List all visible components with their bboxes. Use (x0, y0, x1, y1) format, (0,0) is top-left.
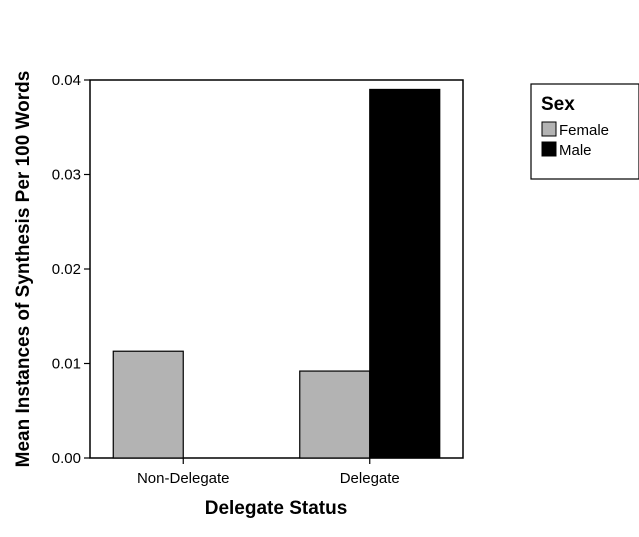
y-axis: 0.00 0.01 0.02 0.03 0.04 (52, 72, 90, 467)
bar-female-non-delegate (112, 350, 184, 459)
legend-label-male: Male (559, 142, 592, 159)
y-tick-label: 0.02 (52, 261, 81, 278)
bars (112, 88, 441, 459)
y-tick-label: 0.03 (52, 167, 81, 184)
x-axis: Non-Delegate Delegate (137, 458, 400, 487)
x-axis-title: Delegate Status (205, 498, 348, 519)
legend-label-female: Female (559, 122, 609, 139)
x-tick-label: Delegate (340, 470, 400, 487)
y-tick-label: 0.04 (52, 72, 81, 89)
y-axis-title: Mean Instances of Synthesis Per 100 Word… (13, 71, 34, 468)
y-tick-label: 0.01 (52, 356, 81, 373)
bar-male-delegate (369, 88, 441, 459)
legend: Sex Female Male (530, 83, 639, 180)
y-tick-label: 0.00 (52, 450, 81, 467)
x-tick-label: Non-Delegate (137, 470, 230, 487)
legend-swatch-male (541, 141, 557, 157)
legend-title: Sex (541, 94, 575, 115)
legend-swatch-female (541, 121, 557, 137)
bar-female-delegate (299, 370, 371, 459)
